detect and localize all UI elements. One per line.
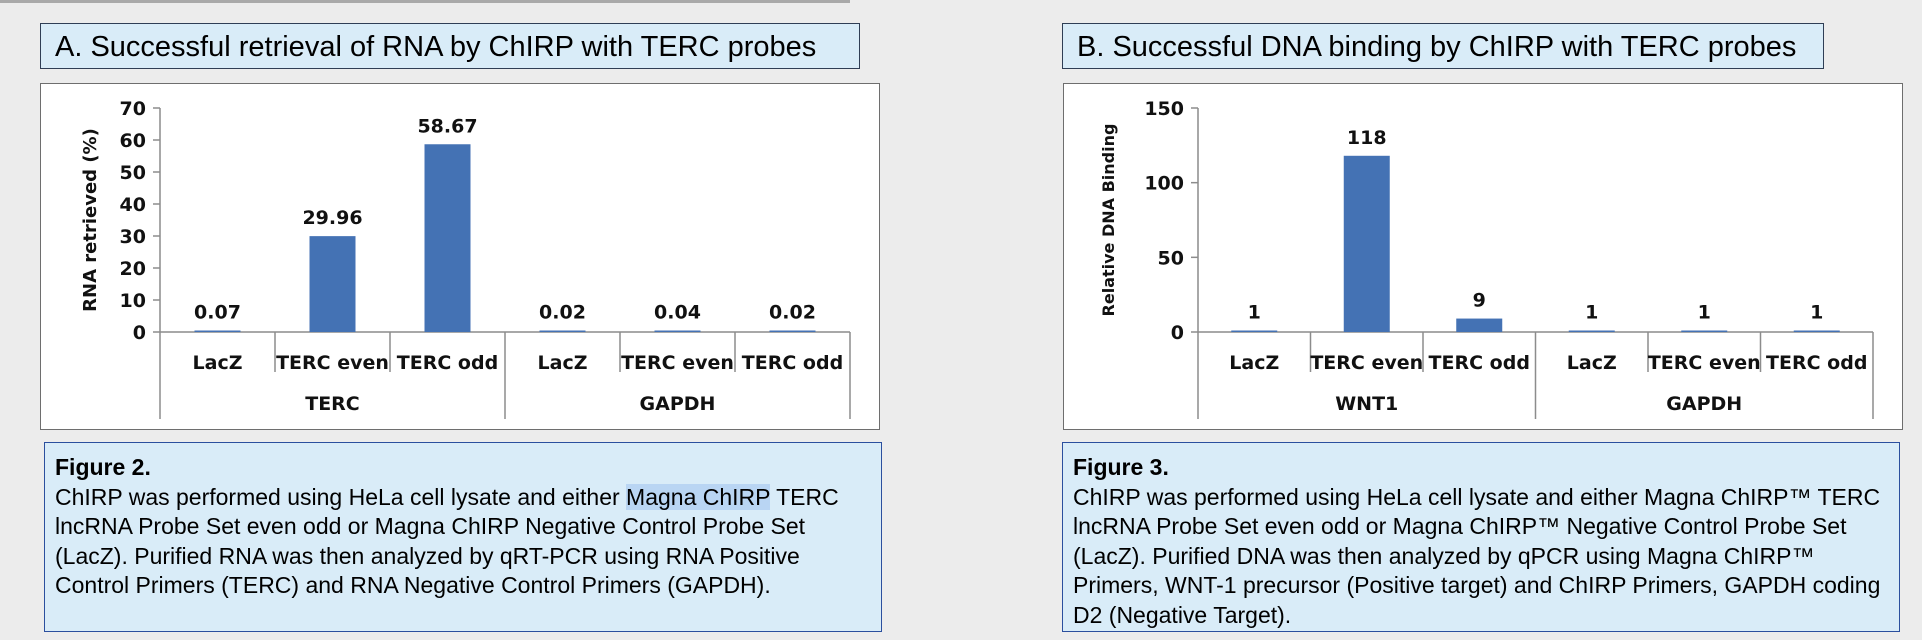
chart-b-category-label: TERC even [1310,352,1423,374]
chart-b-category-label: TERC even [1648,352,1761,374]
chart-a-y-tick-label: 40 [120,194,146,216]
chart-b-y-tick-label: 100 [1144,173,1184,195]
chart-b-data-label: 1 [1810,302,1823,324]
chart-a-y-tick-label: 20 [120,258,146,280]
chart-a-category-label: LacZ [538,352,588,374]
chart-a-category-label: LacZ [193,352,243,374]
chart-a-y-tick-label: 10 [120,290,146,312]
panel-b-title: B. Successful DNA binding by ChIRP with … [1062,23,1824,69]
chart-b-bar [1681,330,1728,332]
chart-b-data-label: 1 [1585,302,1598,324]
chart-a-bar [309,236,356,332]
figure-3-caption: Figure 3. ChIRP was performed using HeLa … [1062,442,1900,632]
chart-b-bar [1231,330,1278,332]
figure-2-text-end: TERC lncRNA Probe Set even odd or Magna … [55,483,839,599]
chart-a-data-label: 58.67 [417,115,477,137]
figure-2-label: Figure 2. [55,454,151,480]
chart-a-y-tick-label: 50 [120,162,146,184]
chart-a-bar [654,330,701,332]
chart-a-bar [194,330,241,332]
chart-b-bar [1456,318,1503,332]
chart-b-container: 0 50 100 150 Relative DNA Binding 1 LacZ 118 TER… [1063,83,1903,430]
chart-b-bar [1793,330,1840,332]
chart-b-bar [1343,155,1390,332]
chart-a-category-label: TERC even [621,352,734,374]
chart-a-data-label: 0.02 [769,302,816,324]
chart-b-category-label: TERC odd [1766,352,1867,374]
chart-b-y-tick-label: 50 [1158,247,1184,269]
chart-b-bar [1568,330,1615,332]
chart-a-bar [424,144,471,332]
chart-a-data-label: 29.96 [302,207,362,229]
figure-2-caption: Figure 2. ChIRP was performed using HeLa … [44,442,882,632]
chart-a-y-tick-label: 30 [120,226,146,248]
chart-b: 0 50 100 150 Relative DNA Binding 1 LacZ 118 TER… [1099,98,1874,419]
panel-a-title: A. Successful retrieval of RNA by ChIRP … [40,23,860,69]
chart-a-data-label: 0.02 [539,302,586,324]
chart-b-group-label: GAPDH [1666,393,1742,415]
chart-a-container: 0 10 20 30 40 50 60 70 RNA retrieved (%) 0.07 LacZ… [40,83,880,430]
chart-a-data-label: 0.04 [654,302,701,324]
chart-b-category-label: LacZ [1567,352,1617,374]
chart-b-category-label: LacZ [1229,352,1279,374]
chart-a-category-label: TERC odd [397,352,498,374]
chart-a-category-label: TERC odd [742,352,843,374]
chart-b-category-label: TERC odd [1429,352,1530,374]
chart-a-data-label: 0.07 [194,302,241,324]
figure-3-label: Figure 3. [1073,454,1169,480]
chart-b-data-label: 9 [1473,290,1486,312]
chart-a-group-label: GAPDH [640,393,716,415]
chart-a-y-tick-label: 60 [120,130,146,152]
figure-2-highlighted-text: Magna ChIRP [626,483,771,510]
chart-b-group-label: WNT1 [1335,393,1398,415]
figure-2-text-start: ChIRP was performed using HeLa cell lysa… [55,483,627,510]
chart-b-data-label: 118 [1347,127,1387,149]
chart-a-group-label: TERC [305,393,360,415]
chart-a: 0 10 20 30 40 50 60 70 RNA retrieved (%) 0.07 LacZ… [80,98,851,419]
figure-3-text: ChIRP was performed using HeLa cell lysa… [1073,483,1881,628]
chart-a-y-tick-label: 70 [120,98,146,120]
chart-a-bar [539,330,586,332]
chart-b-y-tick-label: 0 [1171,322,1184,344]
chart-a-category-label: TERC even [276,352,389,374]
chart-a-y-tick-label: 0 [133,322,146,344]
chart-b-y-tick-label: 150 [1144,98,1184,120]
chart-b-data-label: 1 [1698,302,1711,324]
chart-b-y-axis-label: Relative DNA Binding [1099,124,1118,317]
chart-b-data-label: 1 [1248,302,1261,324]
chart-a-bar [769,330,816,332]
top-divider [0,0,850,3]
chart-a-y-axis-label: RNA retrieved (%) [80,128,101,312]
